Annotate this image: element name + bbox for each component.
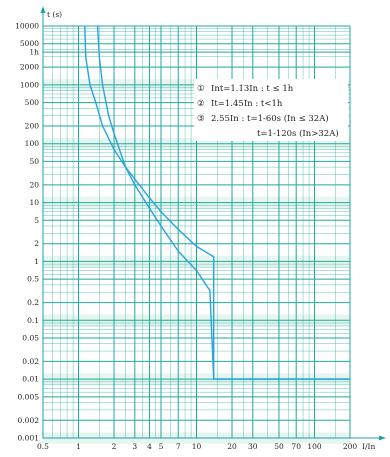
y-tick-label: 10 — [29, 198, 39, 207]
x-tick-label: 1 — [76, 442, 81, 451]
x-tick-label: 70 — [291, 442, 301, 451]
y-tick-label: 2 — [34, 239, 39, 248]
annotation-text-1: Int=1.13In : t ≤ 1h — [211, 84, 294, 94]
x-tick-label: 2 — [112, 442, 117, 451]
trip-curve-1 — [84, 25, 350, 380]
x-axis-arrow-icon — [379, 435, 386, 441]
y-tick-label: 0.5 — [27, 275, 39, 284]
trip-curve-2 — [96, 25, 350, 380]
annotation-line-2: ② It=1.45In : t<1h — [197, 99, 283, 109]
x-tick-label: 4 — [147, 442, 152, 451]
y-tick-label: 1 — [34, 257, 39, 266]
x-tick-label: 50 — [274, 442, 284, 451]
y-tick-label: 5000 — [20, 39, 39, 48]
y-tick-label: 0.05 — [22, 334, 39, 343]
annotation-text-3: 2.55In : t=1-60s (In ≤ 32A) — [211, 113, 329, 124]
annotation-box — [194, 79, 348, 141]
y-tick-label: 0.01 — [22, 375, 39, 384]
x-tick-label: 200 — [343, 442, 358, 451]
y-tick-label: 10000 — [15, 22, 39, 31]
annotation-text-4: t=1-120s (In>32A) — [257, 128, 339, 139]
y-tick-label: 0.002 — [18, 416, 40, 425]
annotation-line-4: t=1-120s (In>32A) — [257, 128, 339, 139]
y-tick-label: 0.001 — [18, 434, 39, 443]
y-tick-label: 2000 — [20, 63, 39, 72]
y-tick-label: 0.1 — [27, 316, 39, 325]
x-tick-label: 0.5 — [37, 442, 49, 451]
annotation-line-3: ③ 2.55In : t=1-60s (In ≤ 32A) — [197, 113, 329, 124]
y-tick-label: 5 — [34, 216, 39, 225]
x-tick-label: 20 — [227, 442, 237, 451]
x-tick-label: 3 — [132, 442, 137, 451]
x-tick-label: 5 — [159, 442, 164, 451]
y-tick-label: 1h — [29, 48, 39, 57]
y-tick-label: 0.2 — [27, 298, 39, 307]
annotation-text-2: It=1.45In : t<1h — [211, 99, 283, 109]
x-tick-label: 10 — [192, 442, 202, 451]
y-axis-title: t (s) — [47, 10, 62, 19]
annotation-line-1: ① Int=1.13In : t ≤ 1h — [197, 84, 294, 94]
annotation-marker-3: ③ — [197, 114, 205, 124]
y-tick-label: 200 — [25, 121, 40, 130]
y-tick-label: 100 — [25, 139, 40, 148]
y-tick-label: 0.005 — [18, 392, 40, 401]
y-tick-label: 50 — [29, 157, 39, 166]
x-tick-label: 30 — [248, 442, 258, 451]
y-tick-label: 1000 — [20, 80, 39, 89]
x-tick-label: 7 — [176, 442, 181, 451]
y-axis-arrow-icon — [40, 6, 46, 13]
x-tick-label: 100 — [307, 442, 322, 451]
annotation-marker-2: ② — [197, 99, 205, 109]
y-tick-label: 500 — [25, 98, 40, 107]
x-axis-title: I/In — [362, 442, 375, 451]
annotation-marker-1: ① — [197, 84, 205, 94]
y-tick-label: 20 — [29, 180, 39, 189]
y-tick-label: 0.02 — [22, 357, 39, 366]
